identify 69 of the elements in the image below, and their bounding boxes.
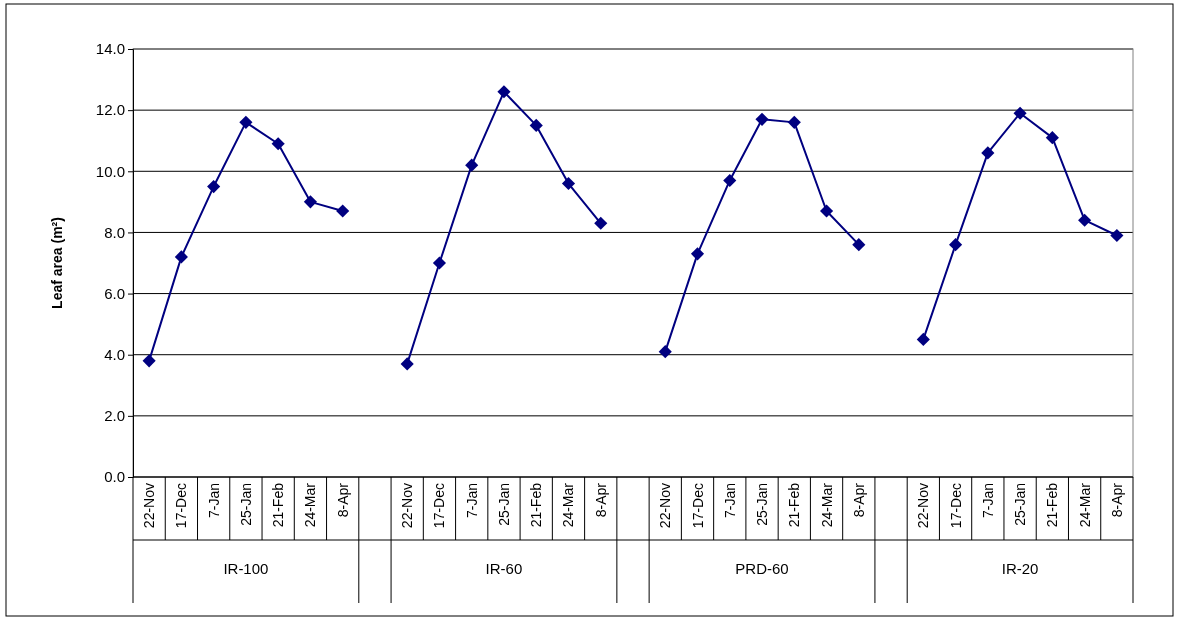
point — [271, 137, 285, 151]
point — [1110, 228, 1124, 243]
x-tick-label: 7-Jan — [721, 483, 738, 519]
x-tick-label: 25-Jan — [754, 483, 771, 526]
point — [852, 238, 866, 252]
x-tick-label: 25-Jan — [495, 483, 512, 526]
x-tick-label: 22-Nov — [141, 483, 158, 529]
point — [755, 112, 769, 126]
point — [1013, 106, 1027, 120]
point — [658, 345, 672, 359]
y-tick-label: 6.0 — [104, 284, 125, 302]
text: IR-20 — [1001, 560, 1039, 577]
x-tick-label: 21-Feb — [1044, 482, 1061, 528]
x-tick-label: 25-Jan — [1012, 483, 1029, 526]
x-tick-label: 24-Mar — [818, 482, 835, 528]
point — [400, 357, 414, 371]
point — [819, 204, 834, 218]
point — [497, 85, 511, 99]
y-tick-label: 2.0 — [104, 407, 125, 425]
y-axis-title: Leaf area (m²) — [49, 217, 65, 309]
point — [336, 204, 350, 218]
x-tick-label: 8-Apr — [850, 482, 867, 518]
point — [303, 195, 317, 209]
x-tick-label: 24-Mar — [1076, 482, 1093, 528]
x-tick-label: 21-Feb — [528, 482, 545, 528]
x-tick-label: 17-Dec — [947, 483, 964, 529]
point — [916, 332, 930, 346]
text: IR-60 — [485, 560, 523, 577]
point — [142, 354, 156, 368]
y-tick-label: 10.0 — [95, 162, 125, 180]
y-tick-label: 8.0 — [104, 223, 125, 241]
point — [981, 146, 995, 160]
y-tick-label: 4.0 — [104, 346, 125, 364]
x-tick-label: 22-Nov — [657, 483, 674, 529]
point — [1078, 213, 1092, 227]
point — [432, 256, 447, 270]
point — [723, 173, 737, 188]
point — [239, 115, 253, 129]
point — [561, 176, 576, 191]
point — [594, 216, 608, 230]
point — [529, 118, 543, 132]
x-tick-label: 7-Jan — [205, 483, 222, 519]
x-tick-label: 8-Apr — [592, 482, 609, 518]
x-tick-label: 21-Feb — [786, 482, 803, 528]
x-tick-label: 17-Dec — [173, 483, 190, 529]
point — [690, 247, 705, 261]
y-tick-label: 12.0 — [95, 101, 125, 119]
point — [207, 180, 221, 194]
point — [949, 238, 963, 252]
text: IR-100 — [223, 560, 269, 577]
x-tick-label: 24-Mar — [560, 482, 577, 528]
point — [174, 250, 188, 264]
x-tick-label: 22-Nov — [399, 483, 416, 529]
x-tick-label: 22-Nov — [915, 483, 932, 529]
y-tick-label: 14.0 — [95, 40, 125, 58]
y-tick-label: 0.0 — [104, 468, 125, 486]
x-tick-label: 7-Jan — [979, 483, 996, 519]
x-tick-label: 25-Jan — [237, 483, 254, 526]
point — [465, 158, 479, 172]
x-tick-label: 21-Feb — [270, 482, 287, 528]
x-tick-label: 7-Jan — [463, 483, 480, 519]
x-tick-label: 8-Apr — [334, 482, 351, 518]
x-tick-label: 17-Dec — [689, 483, 706, 529]
point — [787, 115, 801, 129]
x-tick-label: 8-Apr — [1108, 482, 1125, 518]
x-tick-label: 24-Mar — [302, 482, 319, 528]
point — [1045, 131, 1059, 145]
x-tick-label: 17-Dec — [431, 483, 448, 529]
text: PRD-60 — [735, 560, 789, 577]
